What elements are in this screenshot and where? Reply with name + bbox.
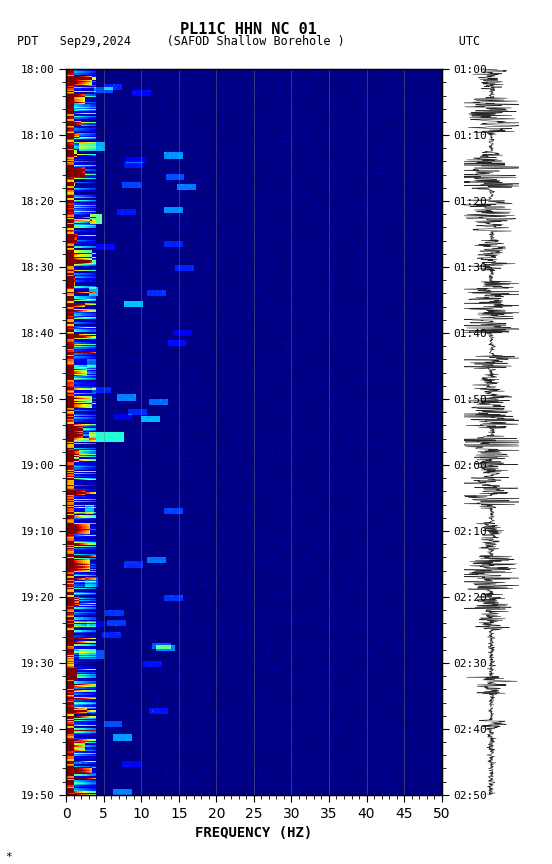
- Text: PL11C HHN NC 01: PL11C HHN NC 01: [180, 22, 317, 36]
- Text: PDT   Sep29,2024     (SAFOD Shallow Borehole )                UTC: PDT Sep29,2024 (SAFOD Shallow Borehole )…: [17, 35, 480, 48]
- X-axis label: FREQUENCY (HZ): FREQUENCY (HZ): [195, 826, 312, 841]
- Text: *: *: [6, 852, 12, 861]
